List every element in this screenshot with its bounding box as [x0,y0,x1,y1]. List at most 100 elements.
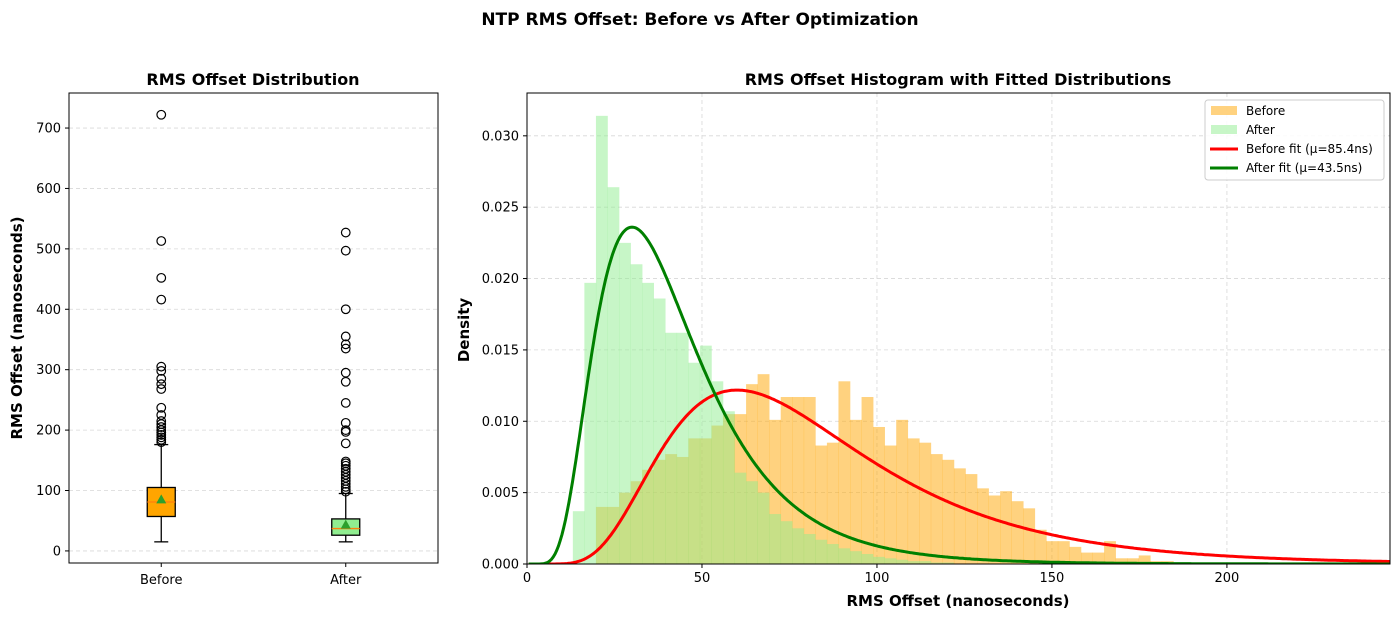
boxplot-panel: RMS Offset Distribution RMS Offset (nano… [8,70,439,588]
histogram-bar-after [642,282,654,564]
legend-box [1204,99,1385,181]
histogram-bar-before [942,459,955,564]
outlier-point [340,486,351,497]
outlier-point [340,245,351,256]
histogram-bar-after [780,521,793,564]
y-tick-label: 300 [36,363,61,378]
outlier-point [156,384,167,394]
histogram-bar-before [757,374,770,564]
histogram-bar-after [792,528,805,564]
outlier-point [156,427,167,438]
y-tick-label: 0 [53,544,61,559]
outlier-point [156,437,167,448]
histogram-bar-after [688,362,701,564]
x-tick-label: 200 [1215,571,1240,586]
legend-swatch-before [1211,106,1237,115]
legend-label-before: Before [1246,104,1285,118]
figure-title: NTP RMS Offset: Before vs After Optimiza… [481,10,918,30]
legend-swatch-after [1211,125,1237,134]
histogram-bar-after [722,411,735,564]
histogram-bar-after [803,534,816,564]
histogram-bar-before [746,384,758,564]
histogram-x-label: RMS Offset (nanoseconds) [846,592,1069,610]
histogram-bar-after [607,187,620,564]
y-tick-label: 700 [36,122,61,137]
histogram-bar-before [907,438,920,564]
outlier-point [340,343,351,354]
histogram-bar-after [930,562,943,564]
histogram-bar-before [792,397,805,564]
y-tick-label: 200 [36,424,61,439]
histogram-title: RMS Offset Histogram with Fitted Distrib… [745,70,1172,89]
histogram-bar-after [746,481,758,564]
histogram-bar-before [977,488,989,564]
histogram-bar-after [595,115,608,564]
histogram-bar-before [850,419,862,564]
histogram-bar-after [907,561,920,564]
y-tick-label: 0.010 [482,415,519,430]
y-tick-label: 0.015 [482,343,519,358]
legend-label-before-fit: Before fit (μ=85.4ns) [1246,142,1373,156]
outlier-point [340,376,351,387]
histogram-bar-before [1046,541,1059,564]
histogram-bar-after [838,548,851,564]
histogram-bar-after [653,298,666,564]
outlier-point [156,422,167,432]
histogram-bar-before [815,445,828,564]
outlier-point [156,430,167,440]
y-tick-label: 600 [36,182,61,197]
histogram-bar-before [965,474,978,564]
histogram-bar-before [826,442,839,564]
histogram-bar-before [780,397,793,564]
outlier-point [340,331,351,342]
histogram-bar-before [1034,529,1047,564]
boxplot-frame [68,92,439,564]
x-tick-label: 50 [694,571,711,586]
outlier-point [156,272,167,283]
y-tick-label: 0.030 [482,129,519,144]
outlier-point [156,425,167,435]
histogram-bar-after [896,559,909,564]
histogram-bar-after [815,539,828,564]
outlier-point [156,361,167,372]
histogram-bar-after [584,282,597,564]
legend-label-after: After [1246,123,1275,137]
histogram-bar-before [930,454,943,564]
histogram-bar-before [838,381,851,564]
histogram-bar-after [884,558,897,564]
outlier-point [156,365,167,376]
y-tick-label: 0.020 [482,272,519,287]
histogram-bar-before [803,397,816,564]
histogram-bar-before [1104,541,1116,564]
histogram-bar-before [988,495,1001,564]
histogram-frame [526,92,1391,565]
outlier-point [340,478,351,489]
histogram-bar-before [1069,546,1082,564]
histogram-bar-before [896,419,909,564]
y-tick-label: 100 [36,484,61,499]
histogram-bar-before [1023,508,1036,564]
outlier-point [156,236,167,246]
outlier-point [156,432,167,443]
histogram-bar-before [769,419,782,564]
histogram-bar-after [699,345,712,564]
histogram-bar-before [1115,558,1128,564]
x-tick-label: 100 [865,571,890,586]
histogram-bar-before [1057,541,1070,564]
histogram-bar-after [711,381,724,564]
outlier-point [156,294,167,305]
mean-marker [156,494,167,504]
histogram-bar-before [1011,501,1024,564]
mean-marker [340,519,351,529]
histogram-bar-after [826,544,839,564]
before-fit-curve [528,388,1390,564]
y-tick-label: 500 [36,242,61,257]
histogram-bar-after [850,551,862,564]
legend-label-after-fit: After fit (μ=43.5ns) [1246,161,1362,175]
outlier-point [156,109,167,120]
histogram-panel: RMS Offset Histogram with Fitted Distrib… [455,70,1391,610]
histogram-bar-before [919,442,932,564]
histogram-bar-after [734,472,747,564]
histogram-bar-before [1080,552,1093,564]
outlier-point [156,402,167,413]
